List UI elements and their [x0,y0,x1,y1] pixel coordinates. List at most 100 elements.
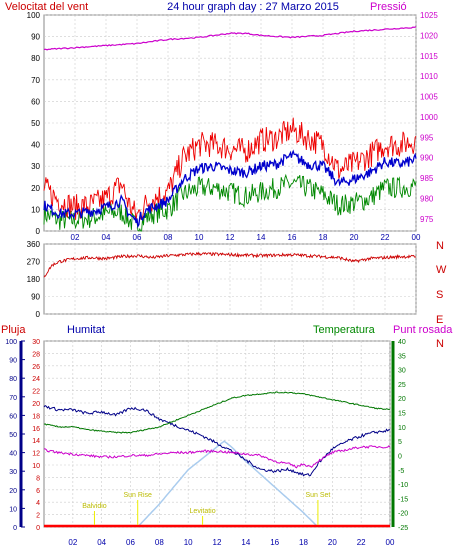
x-tick-label: 22 [381,233,390,242]
pressure-axis-tick-label: 980 [420,194,434,203]
x-tick-label: 06 [133,233,142,242]
direction-axis-tick-label: 180 [27,275,41,284]
humidity-legend: Humitat [67,324,105,336]
x-tick-label: 00 [386,538,395,547]
x-tick-label: 14 [257,233,266,242]
compass-label: N [436,338,444,350]
pressure-axis-tick-label: 995 [420,133,434,142]
x-tick-label: 10 [184,538,193,547]
humidity-axis-tick-label: 30 [9,469,17,476]
rain-axis-tick-label: 18 [32,413,40,420]
humidity-axis-tick-label: 80 [9,376,17,383]
rain-legend: Pluja [1,324,26,336]
pressure-axis-tick-label: 1015 [420,52,438,61]
rain-axis-tick-label: 24 [32,376,40,383]
temperature-axis-tick-label: 10 [398,425,406,432]
compass-label: N [436,240,444,252]
rain-axis-tick-label: 20 [32,401,40,408]
rain-axis-tick-label: 4 [36,500,40,507]
humidity-axis-tick-label: 10 [9,506,17,513]
dewpoint-line [43,445,391,469]
temperature-axis-tick-label: 5 [398,439,402,446]
humidity-axis-tick-label: 50 [9,432,17,439]
rain-axis-tick-label: 2 [36,513,40,520]
wind-axis-tick-label: 60 [31,97,40,106]
x-tick-label: 08 [164,233,173,242]
x-tick-label: 18 [299,538,308,547]
rain-axis-tick-label: 12 [32,451,40,458]
temperature-axis-tick-label: -5 [398,468,404,475]
temperature-axis-tick-label: -20 [398,511,408,518]
solar-radiation-area [137,440,319,528]
temperature-axis-tick-label: 35 [398,353,406,360]
dewpoint-legend: Punt rosada [393,324,453,336]
humidity-axis-tick-label: 100 [5,339,17,346]
humidity-axis-tick-label: 20 [9,488,17,495]
x-tick-label: 06 [126,538,135,547]
pressure-axis-tick-label: 1005 [420,93,438,102]
x-tick-label: 16 [270,538,279,547]
event-annotation-label: Sun Rise [124,492,153,499]
wind-axis-tick-label: 50 [31,119,40,128]
humidity-axis-tick-label: 0 [13,525,17,532]
pressure-title: Pressió [370,1,407,13]
event-annotation-label: Sun Set [305,492,330,499]
rain-axis-tick-label: 8 [36,475,40,482]
temperature-axis-tick-label: -25 [398,525,408,532]
rain-axis-tick-label: 6 [36,488,40,495]
humidity-axis-tick-label: 90 [9,358,17,365]
pressure-axis-tick-label: 1025 [420,11,438,20]
x-tick-label: 20 [350,233,359,242]
wind-axis-tick-label: 10 [31,205,40,214]
x-tick-label: 10 [195,233,204,242]
humidity-axis-tick-label: 70 [9,395,17,402]
wind-gust-line [43,117,417,220]
x-tick-label: 04 [102,233,111,242]
temperature-axis-tick-label: 20 [398,396,406,403]
humidity-axis-tick-label: 40 [9,451,17,458]
pressure-axis-tick-label: 990 [420,154,434,163]
rain-axis-tick-label: 22 [32,389,40,396]
temperature-legend: Temperatura [313,324,376,336]
temperature-axis-tick-label: -15 [398,496,408,503]
temperature-axis-tick-label: 30 [398,368,406,375]
wind-axis-tick-label: 100 [27,11,41,20]
pressure-axis-tick-label: 985 [420,174,434,183]
direction-axis-tick-label: 90 [31,293,40,302]
x-tick-label: 18 [319,233,328,242]
rain-axis-tick-label: 30 [32,339,40,346]
pressure-axis-tick-label: 1020 [420,31,438,40]
wind-axis-tick-label: 40 [31,141,40,150]
temperature-axis-tick-label: 0 [398,453,402,460]
x-tick-label: 16 [288,233,297,242]
x-tick-label: 12 [226,233,235,242]
rain-axis-tick-label: 26 [32,364,40,371]
x-tick-label: 02 [71,233,80,242]
x-tick-label: 14 [241,538,250,547]
chart-title: 24 hour graph day : 27 Marzo 2015 [167,1,339,13]
x-tick-label: 00 [412,233,421,242]
event-annotation-label: Levitatio [190,508,216,515]
wind-axis-tick-label: 0 [36,227,41,236]
wind-axis-tick-label: 70 [31,76,40,85]
rain-axis-tick-label: 0 [36,525,40,532]
event-annotation-label: Balvidio [82,503,107,510]
pressure-line [43,26,417,51]
rain-humidity-temperature-panel: Pluja Humitat Temperatura Punt rosada024681… [1,324,453,547]
pressure-axis-tick-label: 1010 [420,72,438,81]
direction-axis-tick-label: 270 [27,258,41,267]
rain-axis-tick-label: 10 [32,463,40,470]
temperature-axis-tick-label: -10 [398,482,408,489]
humidity-line [43,404,390,477]
direction-axis-tick-label: 360 [27,240,41,249]
wind-minimum-line [43,173,417,232]
rain-axis-tick-label: 14 [32,438,40,445]
compass-label: S [436,289,443,301]
compass-label: W [436,264,447,276]
temperature-axis-tick-label: 15 [398,411,406,418]
wind-average-line [43,149,417,229]
